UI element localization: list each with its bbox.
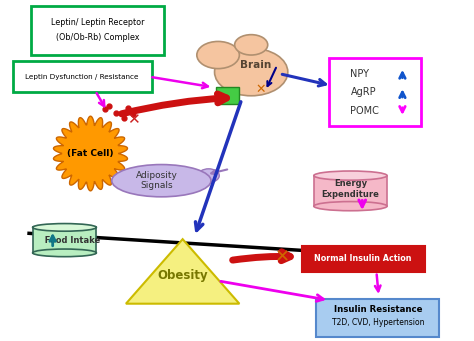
Ellipse shape (314, 171, 387, 180)
Text: POMC: POMC (350, 106, 379, 116)
Ellipse shape (197, 42, 239, 69)
FancyBboxPatch shape (302, 246, 425, 272)
Polygon shape (54, 116, 128, 191)
Ellipse shape (33, 249, 96, 257)
Ellipse shape (215, 48, 288, 96)
Text: ✕: ✕ (255, 83, 266, 95)
Ellipse shape (198, 169, 219, 182)
Bar (314, 176, 387, 206)
Ellipse shape (235, 35, 268, 55)
Ellipse shape (112, 165, 211, 197)
Text: Food Intake: Food Intake (38, 236, 100, 244)
FancyBboxPatch shape (31, 6, 164, 55)
Text: ✕: ✕ (127, 112, 139, 127)
Ellipse shape (33, 224, 96, 231)
Text: ✕: ✕ (274, 248, 290, 266)
FancyBboxPatch shape (12, 61, 152, 92)
Text: Brain: Brain (240, 60, 272, 70)
Polygon shape (126, 239, 239, 304)
Text: Leptin Dysfunction / Resistance: Leptin Dysfunction / Resistance (25, 74, 139, 80)
Text: Energy
Expenditure: Energy Expenditure (321, 179, 379, 199)
Text: (Ob/Ob-Rb) Complex: (Ob/Ob-Rb) Complex (56, 32, 139, 42)
Text: NPY: NPY (350, 69, 369, 79)
Text: AgRP: AgRP (350, 87, 376, 98)
Text: Obesity: Obesity (157, 269, 208, 282)
Text: T2D, CVD, Hypertension: T2D, CVD, Hypertension (332, 318, 424, 327)
Text: (Fat Cell): (Fat Cell) (67, 149, 114, 158)
FancyBboxPatch shape (316, 298, 439, 337)
Text: Normal Insulin Action: Normal Insulin Action (314, 254, 412, 263)
FancyBboxPatch shape (329, 58, 421, 127)
Text: Leptin/ Leptin Receptor: Leptin/ Leptin Receptor (51, 18, 144, 27)
Text: Insulin Resistance: Insulin Resistance (334, 305, 422, 314)
Bar (33, 227, 96, 253)
Text: Adiposity
Signals: Adiposity Signals (136, 171, 178, 190)
Ellipse shape (314, 202, 387, 211)
Bar (216, 87, 239, 104)
